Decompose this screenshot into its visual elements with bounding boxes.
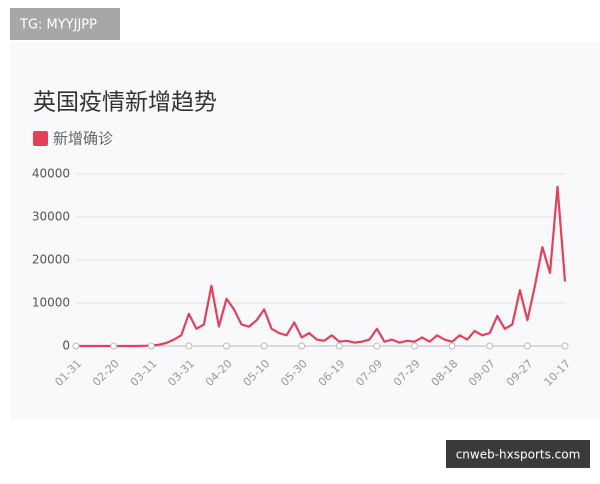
x-tick-marker [110, 342, 118, 350]
x-tick-marker [185, 342, 193, 350]
watermark: cnweb-hxsports.com [456, 448, 581, 462]
watermark-box [10, 8, 120, 40]
legend-swatch [33, 131, 48, 146]
y-tick-label: 10000 [32, 296, 70, 310]
watermark: TG: MYYJJPP [19, 18, 97, 33]
x-tick-marker [72, 342, 80, 350]
y-tick-label: 0 [62, 339, 70, 353]
x-tick-marker [147, 342, 155, 350]
x-tick-marker [335, 342, 343, 350]
x-tick-marker [448, 342, 456, 350]
watermark-box [446, 440, 590, 468]
chart-card [10, 42, 600, 420]
x-tick-marker [486, 342, 494, 350]
legend-label: 新增确诊 [53, 130, 113, 148]
x-tick-marker [222, 342, 230, 350]
y-tick-label: 30000 [32, 210, 70, 224]
x-tick-marker [561, 342, 569, 350]
x-tick-marker [373, 342, 381, 350]
y-tick-label: 40000 [32, 167, 70, 181]
y-tick-label: 20000 [32, 253, 70, 267]
x-tick-marker [260, 342, 268, 350]
x-tick-marker [411, 342, 419, 350]
line [76, 185, 567, 348]
chart-title: 英国疫情新增趋势 [33, 90, 217, 116]
x-tick-marker [298, 342, 306, 350]
x-tick-marker [523, 342, 531, 350]
